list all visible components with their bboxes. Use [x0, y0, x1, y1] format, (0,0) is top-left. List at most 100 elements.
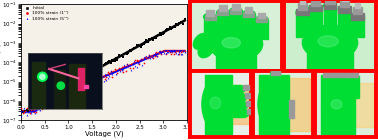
- Point: [46, 101, 52, 103]
- Point: [163, 52, 169, 54]
- Bar: [337, 76, 344, 98]
- Point: [164, 50, 170, 52]
- Bar: [205, 75, 232, 134]
- Point: [128, 68, 134, 71]
- Ellipse shape: [271, 70, 280, 77]
- Point: [70, 87, 76, 89]
- Point: [119, 66, 125, 68]
- Bar: [330, 73, 336, 77]
- Point: [112, 67, 118, 70]
- Point: [176, 53, 182, 56]
- Bar: [299, 0, 305, 4]
- Point: [145, 57, 151, 59]
- Point: [136, 63, 143, 65]
- Point: [57, 90, 63, 92]
- Point: [116, 68, 122, 70]
- Point: [130, 47, 136, 50]
- Point: [131, 47, 137, 50]
- Point: [47, 101, 53, 103]
- Point: [115, 59, 121, 61]
- Point: [109, 76, 115, 78]
- Point: [104, 76, 110, 78]
- Point: [115, 71, 121, 74]
- Point: [22, 109, 28, 112]
- Point: [99, 65, 105, 67]
- Point: [72, 88, 78, 90]
- Bar: [223, 85, 242, 93]
- Point: [127, 64, 133, 66]
- Ellipse shape: [198, 39, 215, 58]
- Point: [122, 65, 129, 68]
- Y-axis label: Current (A): Current (A): [0, 43, 1, 82]
- Point: [124, 63, 130, 65]
- Bar: [247, 109, 253, 114]
- Point: [85, 79, 91, 81]
- Point: [48, 96, 54, 98]
- Bar: [69, 64, 85, 109]
- Point: [134, 44, 140, 47]
- Bar: [255, 20, 268, 39]
- Point: [94, 81, 100, 83]
- Ellipse shape: [255, 16, 268, 23]
- Point: [168, 27, 174, 30]
- Point: [90, 81, 96, 83]
- Point: [153, 51, 159, 53]
- Bar: [311, 0, 320, 6]
- Point: [158, 52, 164, 54]
- Point: [139, 44, 145, 46]
- Point: [138, 57, 144, 60]
- Point: [128, 50, 134, 52]
- Bar: [271, 70, 280, 75]
- Point: [73, 85, 79, 87]
- Point: [121, 52, 127, 55]
- Ellipse shape: [318, 36, 338, 47]
- Point: [81, 84, 87, 87]
- Point: [55, 99, 61, 102]
- Point: [127, 67, 133, 69]
- Point: [128, 63, 134, 65]
- Ellipse shape: [202, 78, 232, 131]
- Point: [29, 108, 35, 111]
- Bar: [309, 8, 322, 37]
- Point: [154, 35, 160, 38]
- Point: [176, 22, 182, 24]
- Point: [39, 102, 45, 104]
- Bar: [271, 73, 280, 98]
- Point: [35, 104, 41, 107]
- Point: [121, 64, 127, 66]
- Ellipse shape: [209, 27, 263, 61]
- Point: [107, 70, 113, 72]
- Bar: [340, 0, 349, 7]
- Point: [149, 55, 155, 57]
- Point: [110, 71, 116, 73]
- Bar: [217, 13, 229, 39]
- Point: [136, 45, 143, 47]
- Point: [98, 80, 104, 82]
- Point: [119, 68, 125, 71]
- Ellipse shape: [204, 13, 217, 20]
- Legend: Initial, 100% strain (1ˢᵗ), 100% strain (5ˢᵗ): Initial, 100% strain (1ˢᵗ), 100% strain …: [22, 6, 70, 21]
- Point: [180, 50, 186, 52]
- Point: [64, 93, 70, 95]
- Bar: [342, 0, 347, 1]
- Point: [157, 50, 163, 52]
- Point: [62, 97, 68, 99]
- Point: [62, 94, 68, 96]
- Point: [24, 114, 30, 116]
- Point: [141, 43, 147, 45]
- Point: [104, 79, 110, 81]
- Point: [124, 63, 130, 66]
- Point: [130, 66, 136, 69]
- Point: [25, 110, 31, 113]
- Point: [69, 80, 75, 83]
- Bar: [346, 83, 375, 127]
- Point: [131, 60, 137, 62]
- Point: [44, 103, 50, 106]
- Bar: [84, 85, 88, 88]
- Point: [164, 51, 170, 53]
- Point: [125, 65, 132, 67]
- Point: [136, 61, 143, 63]
- Point: [182, 18, 188, 20]
- Point: [92, 69, 98, 72]
- Point: [68, 89, 74, 91]
